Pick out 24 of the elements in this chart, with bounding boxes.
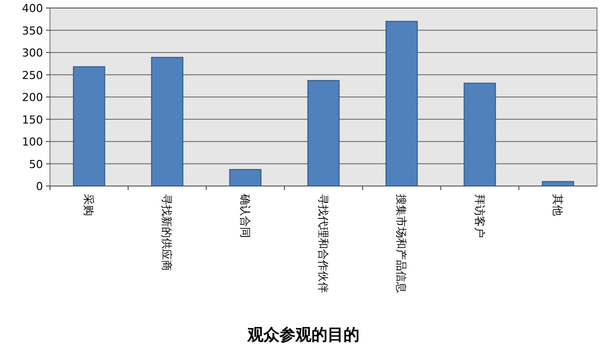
x-tick-label: 寻找代理和合作伙伴 <box>316 194 330 293</box>
bar <box>464 82 496 186</box>
bar <box>151 56 184 186</box>
x-tick-label: 采购 <box>82 194 96 216</box>
bar <box>229 169 262 186</box>
bar <box>307 80 340 186</box>
y-tick-label: 250 <box>22 68 43 82</box>
y-tick-label: 200 <box>22 91 43 104</box>
y-tick-label: 300 <box>22 46 43 60</box>
x-tick-label: 寻找新的供应商 <box>160 194 174 271</box>
bar <box>386 20 418 186</box>
y-tick-label: 400 <box>22 2 43 15</box>
y-tick-label: 50 <box>29 158 43 171</box>
y-tick-label: 150 <box>22 113 43 126</box>
y-tick-label: 0 <box>36 180 43 193</box>
y-tick-label: 100 <box>22 136 43 148</box>
x-tick-label: 搜集市场和产品信息 <box>394 194 408 293</box>
y-tick-label: 350 <box>22 24 43 38</box>
bar <box>72 66 106 186</box>
x-tick-label: 拜访客户 <box>472 194 486 238</box>
x-tick-label: 确认合同 <box>238 193 252 238</box>
x-tick-label: 其他 <box>550 194 564 216</box>
text: 观众参观的目的 <box>246 325 360 344</box>
bar <box>542 181 574 186</box>
